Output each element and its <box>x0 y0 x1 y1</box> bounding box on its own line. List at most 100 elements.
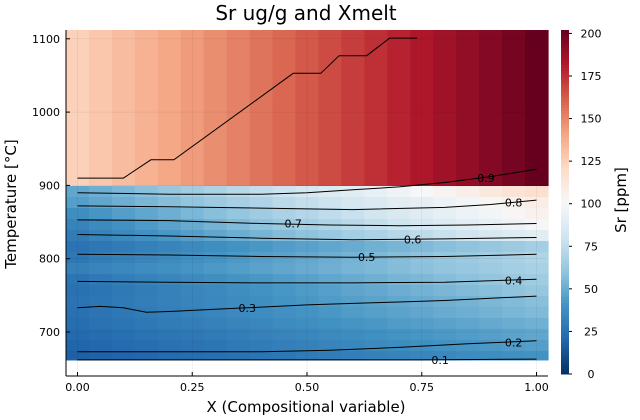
heatmap-cell <box>341 328 365 340</box>
colorbar-segment <box>561 265 569 269</box>
heatmap-cell <box>341 218 365 230</box>
heatmap-cell <box>502 295 526 307</box>
colorbar-segment <box>561 285 569 289</box>
heatmap-cell <box>203 196 228 208</box>
colorbar-segment <box>561 32 569 37</box>
heatmap-cell <box>456 240 480 252</box>
heatmap-cell <box>180 30 205 187</box>
heatmap-cell <box>272 30 297 187</box>
heatmap-cell <box>249 218 274 230</box>
colorbar-segment <box>561 101 569 106</box>
heatmap-cell <box>272 207 297 219</box>
heatmap-cell <box>479 240 503 252</box>
heatmap-cell <box>180 317 205 329</box>
heatmap-cell <box>272 306 297 318</box>
heatmap-cell <box>387 328 411 340</box>
heatmap-cell <box>341 262 365 274</box>
heatmap-cell <box>88 317 113 329</box>
heatmap-cell <box>134 240 159 252</box>
colorbar-tick-label: 100 <box>581 198 602 211</box>
colorbar-segment <box>561 222 569 226</box>
heatmap-cell <box>318 262 343 274</box>
heatmap-cell <box>111 196 136 208</box>
colorbar-segment <box>561 52 569 57</box>
axes: 0.00 0.25 0.50 0.75 1.00 700 800 900 1000 1100 <box>32 30 549 394</box>
heatmap-cell <box>157 30 182 187</box>
heatmap-cell <box>180 251 205 263</box>
heatmap-cell <box>134 339 159 351</box>
colorbar-segment <box>561 242 569 246</box>
heatmap-cell <box>387 240 411 252</box>
heatmap-cell <box>157 317 182 329</box>
colorbar-segment <box>561 61 569 65</box>
heatmap-cell <box>66 207 90 219</box>
colorbar-label: Sr [ppm] <box>612 167 630 233</box>
colorbar-segment <box>561 365 569 369</box>
heatmap-cell <box>410 207 434 219</box>
heatmap-cell <box>318 30 343 187</box>
colorbar-segment <box>561 41 569 45</box>
heatmap-cell <box>249 185 274 198</box>
heatmap-cell <box>249 262 274 274</box>
x-tick-label: 1.00 <box>524 381 549 394</box>
colorbar-segment <box>561 236 569 240</box>
heatmap-cell <box>134 251 159 263</box>
heatmap-cell <box>387 218 411 230</box>
heatmap-cell <box>318 306 343 318</box>
heatmap-cell <box>180 262 205 274</box>
heatmap-cell <box>226 207 251 219</box>
colorbar-segment <box>561 87 569 91</box>
y-tick-label: 700 <box>39 326 60 339</box>
colorbar-segment <box>561 176 569 180</box>
heatmap-cell <box>502 317 526 329</box>
heatmap-cell <box>364 284 388 296</box>
contour-line-0.6 <box>77 234 537 241</box>
heatmap-cell <box>479 328 503 340</box>
heatmap-cell <box>479 317 503 329</box>
heatmap-cell <box>502 229 526 241</box>
colorbar-segment <box>561 70 569 74</box>
heatmap-cell <box>226 229 251 241</box>
heatmap-cell <box>157 339 182 351</box>
heatmap-cell <box>410 273 434 285</box>
heatmap-cell <box>134 328 159 340</box>
colorbar-segment <box>561 90 569 94</box>
heatmap-cell <box>134 185 159 198</box>
heatmap-cell <box>203 251 228 263</box>
colorbar-segment <box>561 290 569 295</box>
heatmap-cell <box>88 185 113 198</box>
colorbar-segment <box>561 184 569 189</box>
contour-line-0.4 <box>77 278 537 284</box>
contour-label: 0.1 <box>431 354 449 367</box>
colorbar-segment <box>561 239 569 243</box>
heatmap-cell <box>88 295 113 307</box>
heatmap-cell <box>295 295 320 307</box>
colorbar-segment <box>561 348 569 352</box>
colorbar-segment <box>561 219 569 223</box>
heatmap-cell <box>66 328 90 340</box>
heatmap-cell <box>226 185 251 198</box>
heatmap-cell <box>433 251 457 263</box>
contour-line-0.8 <box>77 199 537 211</box>
contour-label: 0.4 <box>505 275 523 288</box>
heatmap-cell <box>203 339 228 351</box>
heatmap-cell <box>157 273 182 285</box>
heatmap-cell <box>272 229 297 241</box>
colorbar-segment <box>561 78 569 83</box>
heatmap-cell <box>295 317 320 329</box>
heatmap-cell <box>66 240 90 252</box>
heatmap-cell <box>88 284 113 296</box>
contour-label: 0.6 <box>404 234 422 247</box>
heatmap-cell <box>157 328 182 340</box>
heatmap-cell <box>180 185 205 198</box>
colorbar-segment <box>561 116 569 120</box>
colorbar-segment <box>561 73 569 77</box>
heatmap-cell <box>88 218 113 230</box>
colorbar-segment <box>561 150 569 154</box>
colorbar-segment <box>561 144 569 149</box>
colorbar-segment <box>561 216 569 220</box>
heatmap-cell <box>410 30 434 187</box>
contour-line-0.3 <box>77 295 537 313</box>
heatmap-cell <box>502 207 526 219</box>
contour-label: 0.5 <box>358 251 376 264</box>
